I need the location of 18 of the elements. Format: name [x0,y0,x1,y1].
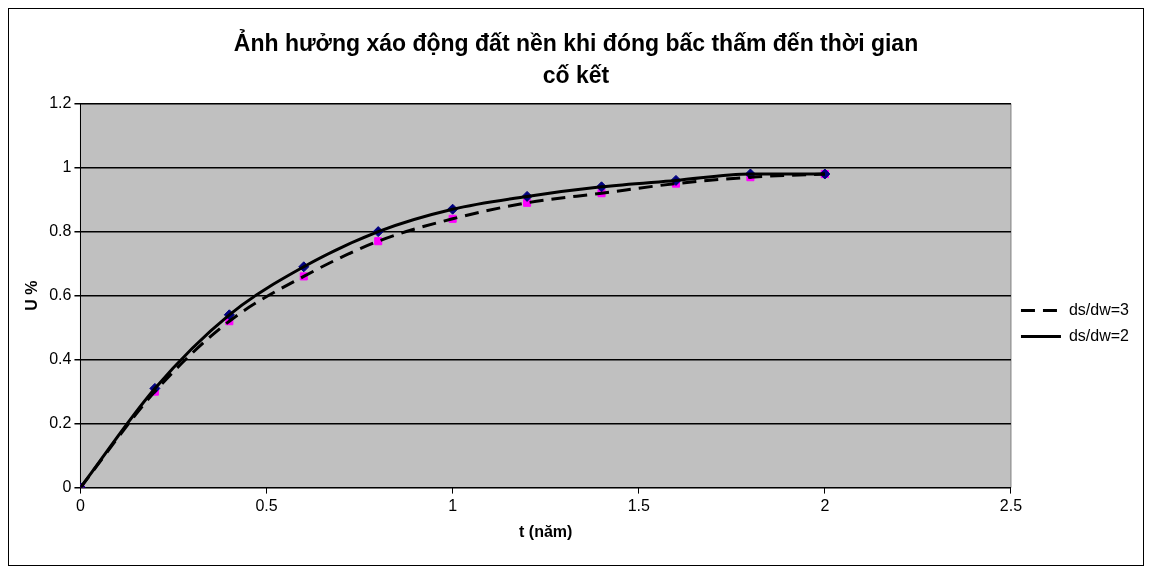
x-axis-title: t (năm) [519,522,573,540]
legend-label: ds/dw=2 [1068,326,1130,344]
y-tick-label: 0.4 [49,350,72,368]
y-tick-label: 0.6 [49,286,72,304]
legend-label: ds/dw=3 [1068,300,1130,318]
x-tick-label: 2.5 [999,496,1023,514]
x-tick-label: 1.5 [627,496,650,514]
x-tick-label: 0.5 [255,496,278,514]
x-tick-label: 2 [820,496,830,514]
y-tick-label: 1 [62,158,72,176]
x-tick-label: 0 [75,496,85,514]
y-axis-title: U % [23,280,41,311]
chart-title: Ảnh hưởng xáo động đất nền khi đóng bấc thấm đến thời gian cố kết [232,28,920,90]
y-tick-label: 0 [62,478,72,496]
y-tick-label: 0.2 [49,414,72,432]
y-tick-label: 1.2 [49,94,72,112]
x-tick-label: 1 [448,496,458,514]
y-tick-label: 0.8 [49,222,72,240]
